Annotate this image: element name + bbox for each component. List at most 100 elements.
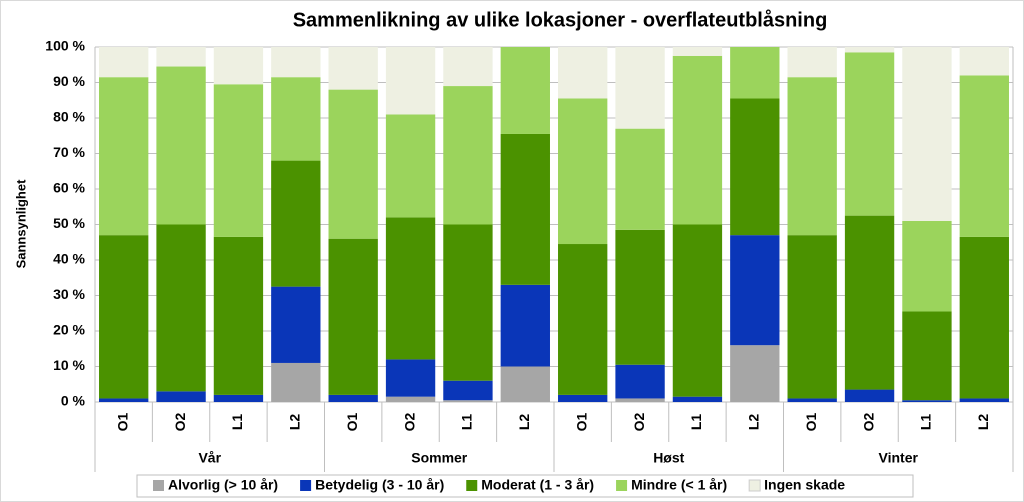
bar-segment [730, 47, 780, 99]
bar-segment [787, 398, 837, 402]
bar-segment [500, 284, 550, 367]
bar-segment [500, 366, 550, 402]
legend-label: Alvorlig (> 10 år) [168, 477, 278, 493]
bar-segment [99, 47, 149, 78]
bar-segment [672, 47, 723, 56]
bar-segment [615, 229, 665, 365]
x-tick-label: L2 [746, 414, 762, 431]
bar-segment [615, 47, 665, 129]
x-tick-label: L2 [516, 414, 532, 431]
legend-label: Ingen skade [764, 477, 845, 493]
bar-segment [385, 47, 436, 115]
bar-segment [328, 394, 378, 402]
y-tick-label: 50 % [53, 215, 85, 231]
chart-title: Sammenlikning av ulike lokasjoner - over… [293, 8, 828, 31]
bar-segment [902, 311, 952, 401]
y-axis-title: Sannsynlighet [13, 179, 28, 269]
group-label: Høst [653, 450, 684, 466]
bar-segment [99, 235, 149, 399]
x-tick-label: O2 [860, 412, 876, 431]
x-tick-label: O1 [344, 412, 360, 431]
bar-segment [500, 47, 550, 134]
bar-segment [271, 77, 321, 161]
bar-segment [558, 394, 608, 402]
y-tick-label: 30 % [53, 286, 85, 302]
bar-segment [787, 235, 837, 399]
legend-label: Mindre (< 1 år) [631, 477, 727, 493]
bar-segment [156, 391, 206, 402]
group-label: Sommer [411, 450, 468, 466]
bar-segment [558, 98, 608, 245]
bar-segment [672, 55, 723, 225]
bar-segment [328, 89, 378, 239]
bar-segment [902, 220, 952, 312]
x-tick-label: L2 [975, 414, 991, 431]
bar-segment [271, 362, 321, 402]
y-tick-label: 20 % [53, 322, 85, 338]
bar-segment [500, 133, 550, 285]
bar-segment [902, 400, 952, 402]
x-tick-label: O2 [401, 412, 417, 431]
bar-segment [959, 75, 1009, 237]
bar-segment [328, 238, 378, 395]
legend-swatch [153, 480, 164, 491]
y-tick-label: 10 % [53, 357, 85, 373]
bar-segment [385, 217, 436, 360]
x-tick-label: O1 [114, 412, 130, 431]
bar-segment [730, 98, 780, 236]
bar-segment [213, 84, 264, 237]
legend-label: Moderat (1 - 3 år) [481, 477, 594, 493]
bar-segment [787, 47, 837, 78]
legend-box [136, 474, 914, 498]
bar-segment [443, 86, 493, 225]
x-tick-label: O2 [631, 412, 647, 431]
x-tick-label: L1 [918, 414, 934, 431]
y-tick-label: 70 % [53, 144, 85, 160]
y-tick-label: 100 % [45, 38, 85, 54]
bar-segment [328, 47, 378, 90]
group-label: Vår [198, 450, 221, 466]
bar-segment [844, 47, 895, 53]
bar-segment [844, 389, 895, 402]
x-tick-label: O2 [172, 412, 188, 431]
bar-segment [959, 236, 1009, 399]
bar-segment [443, 47, 493, 87]
bar-segment [385, 359, 436, 397]
legend-swatch [616, 480, 628, 491]
bar-segment [385, 396, 436, 402]
x-tick-label: O1 [573, 412, 589, 431]
bar-segment [844, 52, 895, 216]
bar-segment [156, 224, 206, 392]
x-tick-label: O1 [803, 412, 819, 431]
y-tick-label: 0 % [61, 393, 86, 409]
x-tick-label: L2 [287, 414, 303, 431]
bar-segment [730, 345, 780, 402]
y-tick-label: 90 % [53, 73, 85, 89]
bar-segment [730, 235, 780, 346]
bar-segment [615, 364, 665, 399]
bar-segment [271, 47, 321, 78]
bar-segment [385, 114, 436, 218]
legend-label: Betydelig (3 - 10 år) [315, 477, 444, 493]
bar-segment [443, 224, 493, 381]
bar-segment [213, 394, 264, 402]
bar-segment [271, 160, 321, 287]
bar-segment [443, 400, 493, 402]
y-tick-label: 80 % [53, 109, 85, 125]
bar-segment [99, 77, 149, 236]
bar-segment [615, 128, 665, 230]
x-tick-label: L1 [688, 414, 704, 431]
bar-segment [558, 244, 608, 395]
bar-segment [213, 47, 264, 85]
bar-segment [156, 66, 206, 225]
group-label: Vinter [879, 450, 919, 466]
bar-segment [156, 47, 206, 67]
x-tick-label: L1 [459, 414, 475, 431]
legend-swatch [748, 479, 761, 492]
bar-segment [844, 215, 895, 390]
bar-segment [959, 398, 1009, 402]
bar-segment [271, 286, 321, 363]
legend-swatch [300, 480, 312, 491]
bar-segment [672, 396, 723, 402]
